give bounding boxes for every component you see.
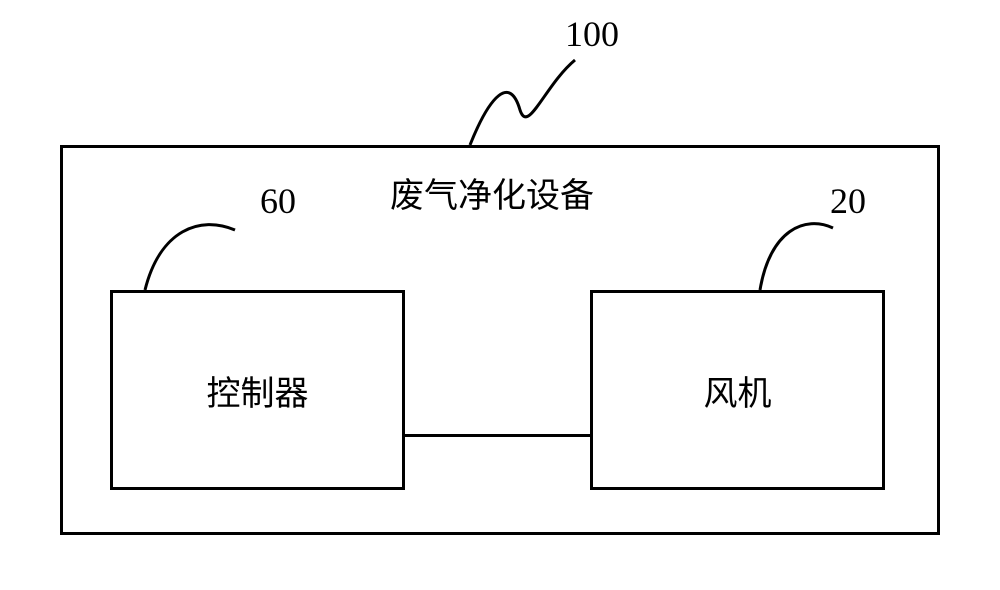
callout-path-20 (760, 224, 833, 290)
callout-path-60 (145, 225, 235, 290)
callout-path-100 (470, 60, 575, 145)
box-fan: 风机 (590, 290, 885, 490)
connector-controller-fan (405, 434, 590, 437)
callout-label-100: 100 (565, 13, 619, 55)
callout-curve-100 (460, 55, 580, 150)
box-controller: 控制器 (110, 290, 405, 490)
box-fan-label: 风机 (704, 366, 772, 415)
diagram-canvas: 废气净化设备 100 控制器 60 风机 20 (0, 0, 1000, 590)
callout-label-60: 60 (260, 180, 296, 222)
callout-curve-20 (755, 220, 835, 295)
callout-curve-60 (140, 220, 240, 295)
outer-box-title: 废气净化设备 (390, 168, 594, 217)
box-controller-label: 控制器 (207, 366, 309, 415)
callout-label-20: 20 (830, 180, 866, 222)
